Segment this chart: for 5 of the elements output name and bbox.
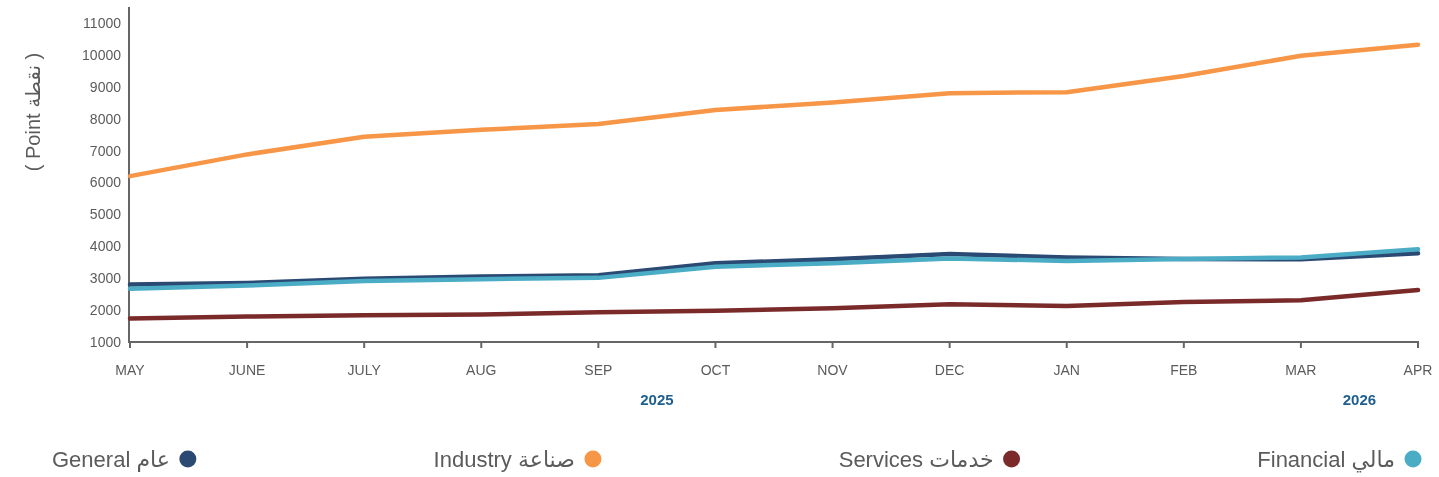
annotation: 2025	[640, 390, 674, 408]
legend-label: General عام	[52, 446, 170, 472]
annotation: 2026	[1342, 390, 1377, 408]
legend-label: Financial مالي	[1257, 446, 1395, 473]
legend-label: Industry صناعة	[433, 446, 575, 472]
